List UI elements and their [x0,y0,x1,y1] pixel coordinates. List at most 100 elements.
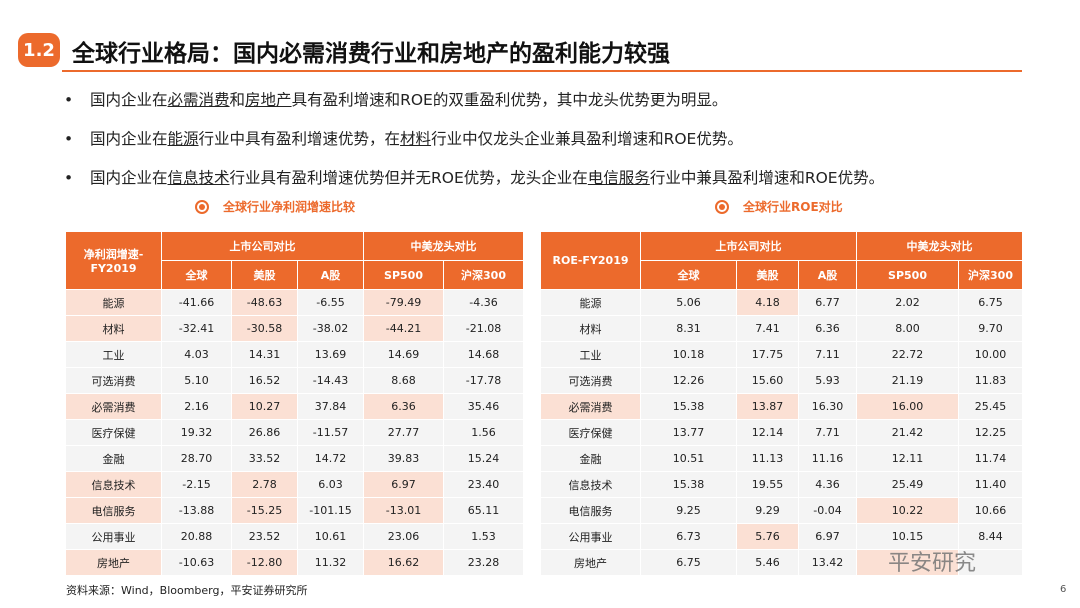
value-cell: 33.52 [231,445,298,472]
value-cell: 27.77 [363,419,445,446]
value-cell [958,549,1024,576]
bullet: • 国内企业在能源行业中具有盈利增速优势，在材料行业中仅龙头企业兼具盈利增速和RO… [64,127,743,149]
value-cell: 35.46 [443,393,525,420]
value-cell: 8.00 [856,315,960,342]
value-cell: -79.49 [363,289,445,316]
value-cell: 26.86 [231,419,298,446]
value-cell: -41.66 [161,289,232,316]
value-cell: 14.72 [296,445,365,472]
table-row: 医疗保健 13.77 12.14 7.71 21.42 12.25 [540,419,1024,446]
table-row: 房地产 -10.63 -12.80 11.32 16.62 23.28 [65,549,525,576]
row-label: 能源 [540,289,641,316]
value-cell: 25.49 [856,471,960,498]
value-cell: -13.01 [363,497,445,524]
value-cell: 16.00 [856,393,960,420]
value-cell: 6.36 [363,393,445,420]
row-label: 公用事业 [540,523,641,550]
caption-text: 全球行业净利润增速比较 [223,200,356,214]
table-row: 必需消费 15.38 13.87 16.30 16.00 25.45 [540,393,1024,420]
caption-text: 全球行业ROE对比 [743,200,843,214]
value-cell: 6.03 [296,471,365,498]
bullet-text: 国内企业在 [90,130,168,148]
value-cell: 11.74 [958,445,1024,472]
group-header: 上市公司对比 [639,231,858,261]
row-label: 必需消费 [65,393,162,420]
source-note: 资料来源：Wind，Bloomberg，平安证券研究所 [66,584,308,597]
value-cell: -12.80 [231,549,298,576]
row-label: 医疗保健 [65,419,162,446]
value-cell: 9.70 [958,315,1024,342]
table-row: 房地产 6.75 5.46 13.42 [540,549,1024,576]
table-row: 工业 10.18 17.75 7.11 22.72 10.00 [540,341,1024,368]
data-table: 净利润增速-FY2019 上市公司对比 中美龙头对比 全球 美股 A股 SP500 沪深300… [65,231,525,576]
slide-title: 全球行业格局：国内必需消费行业和房地产的盈利能力较强 [72,41,670,67]
underlined-text: 必需消费 [167,91,230,109]
underlined-text: 电信服务 [587,169,650,187]
table-row: 必需消费 2.16 10.27 37.84 6.36 35.46 [65,393,525,420]
value-cell: 13.77 [640,419,737,446]
bullet-text: 行业中仅龙头企业兼具盈利增速和ROE优势。 [431,130,743,148]
value-cell: 8.68 [363,367,445,394]
value-cell: -15.25 [231,497,298,524]
row-label: 可选消费 [65,367,162,394]
table-row: 电信服务 9.25 9.29 -0.04 10.22 10.66 [540,497,1024,524]
value-cell: 16.52 [231,367,298,394]
value-cell: 7.71 [797,419,858,446]
bullet: • 国内企业在必需消费和房地产具有盈利增速和ROE的双重盈利优势，其中龙头优势更为… [64,88,727,110]
row-label: 必需消费 [540,393,641,420]
column-header: SP500 [363,260,445,290]
column-header: SP500 [856,260,960,290]
header-row: 全球 美股 A股 SP500 沪深300 [66,260,525,290]
value-cell: -30.58 [231,315,298,342]
value-cell: 6.73 [640,523,737,550]
bullet-text: 具有盈利增速和ROE的双重盈利优势，其中龙头优势更为明显。 [291,91,728,109]
value-cell: 11.16 [797,445,858,472]
value-cell: 8.44 [958,523,1024,550]
table-row: 材料 8.31 7.41 6.36 8.00 9.70 [540,315,1024,342]
value-cell: 20.88 [161,523,232,550]
value-cell: 12.25 [958,419,1024,446]
value-cell: 15.38 [640,471,737,498]
column-header: 沪深300 [958,260,1024,290]
value-cell: 7.11 [797,341,858,368]
value-cell: 19.32 [161,419,232,446]
underlined-text: 信息技术 [167,169,230,187]
row-label: 材料 [65,315,162,342]
row-label: 电信服务 [540,497,641,524]
bullet-dot: • [64,91,74,109]
value-cell: 10.51 [640,445,737,472]
value-cell: -44.21 [363,315,445,342]
caption-icon [195,200,209,214]
value-cell: -48.63 [231,289,298,316]
bullet-text: 行业中兼具盈利增速和ROE优势。 [649,169,885,187]
value-cell: -17.78 [443,367,525,394]
table-row: 公用事业 6.73 5.76 6.97 10.15 8.44 [540,523,1024,550]
value-cell: 6.75 [958,289,1024,316]
row-label: 房地产 [65,549,162,576]
table-row: 能源 5.06 4.18 6.77 2.02 6.75 [540,289,1024,316]
value-cell: -11.57 [296,419,365,446]
value-cell: 22.72 [856,341,960,368]
value-cell: 39.83 [363,445,445,472]
row-label: 房地产 [540,549,641,576]
bullet-dot: • [64,169,74,187]
bullet-dot: • [64,130,74,148]
row-label: 能源 [65,289,162,316]
column-header: 全球 [161,260,232,290]
value-cell: 13.69 [296,341,365,368]
table-row: 可选消费 12.26 15.60 5.93 21.19 11.83 [540,367,1024,394]
value-cell: 65.11 [443,497,525,524]
title-rule [62,70,1022,72]
value-cell: 14.69 [363,341,445,368]
value-cell: 5.10 [161,367,232,394]
table-row: 能源 -41.66 -48.63 -6.55 -79.49 -4.36 [65,289,525,316]
row-label: 可选消费 [540,367,641,394]
value-cell: 21.42 [856,419,960,446]
value-cell: 8.31 [640,315,737,342]
row-label: 信息技术 [65,471,162,498]
value-cell: 10.00 [958,341,1024,368]
value-cell: 23.06 [363,523,445,550]
value-cell: 1.56 [443,419,525,446]
value-cell: 13.42 [797,549,858,576]
value-cell: 14.31 [231,341,298,368]
